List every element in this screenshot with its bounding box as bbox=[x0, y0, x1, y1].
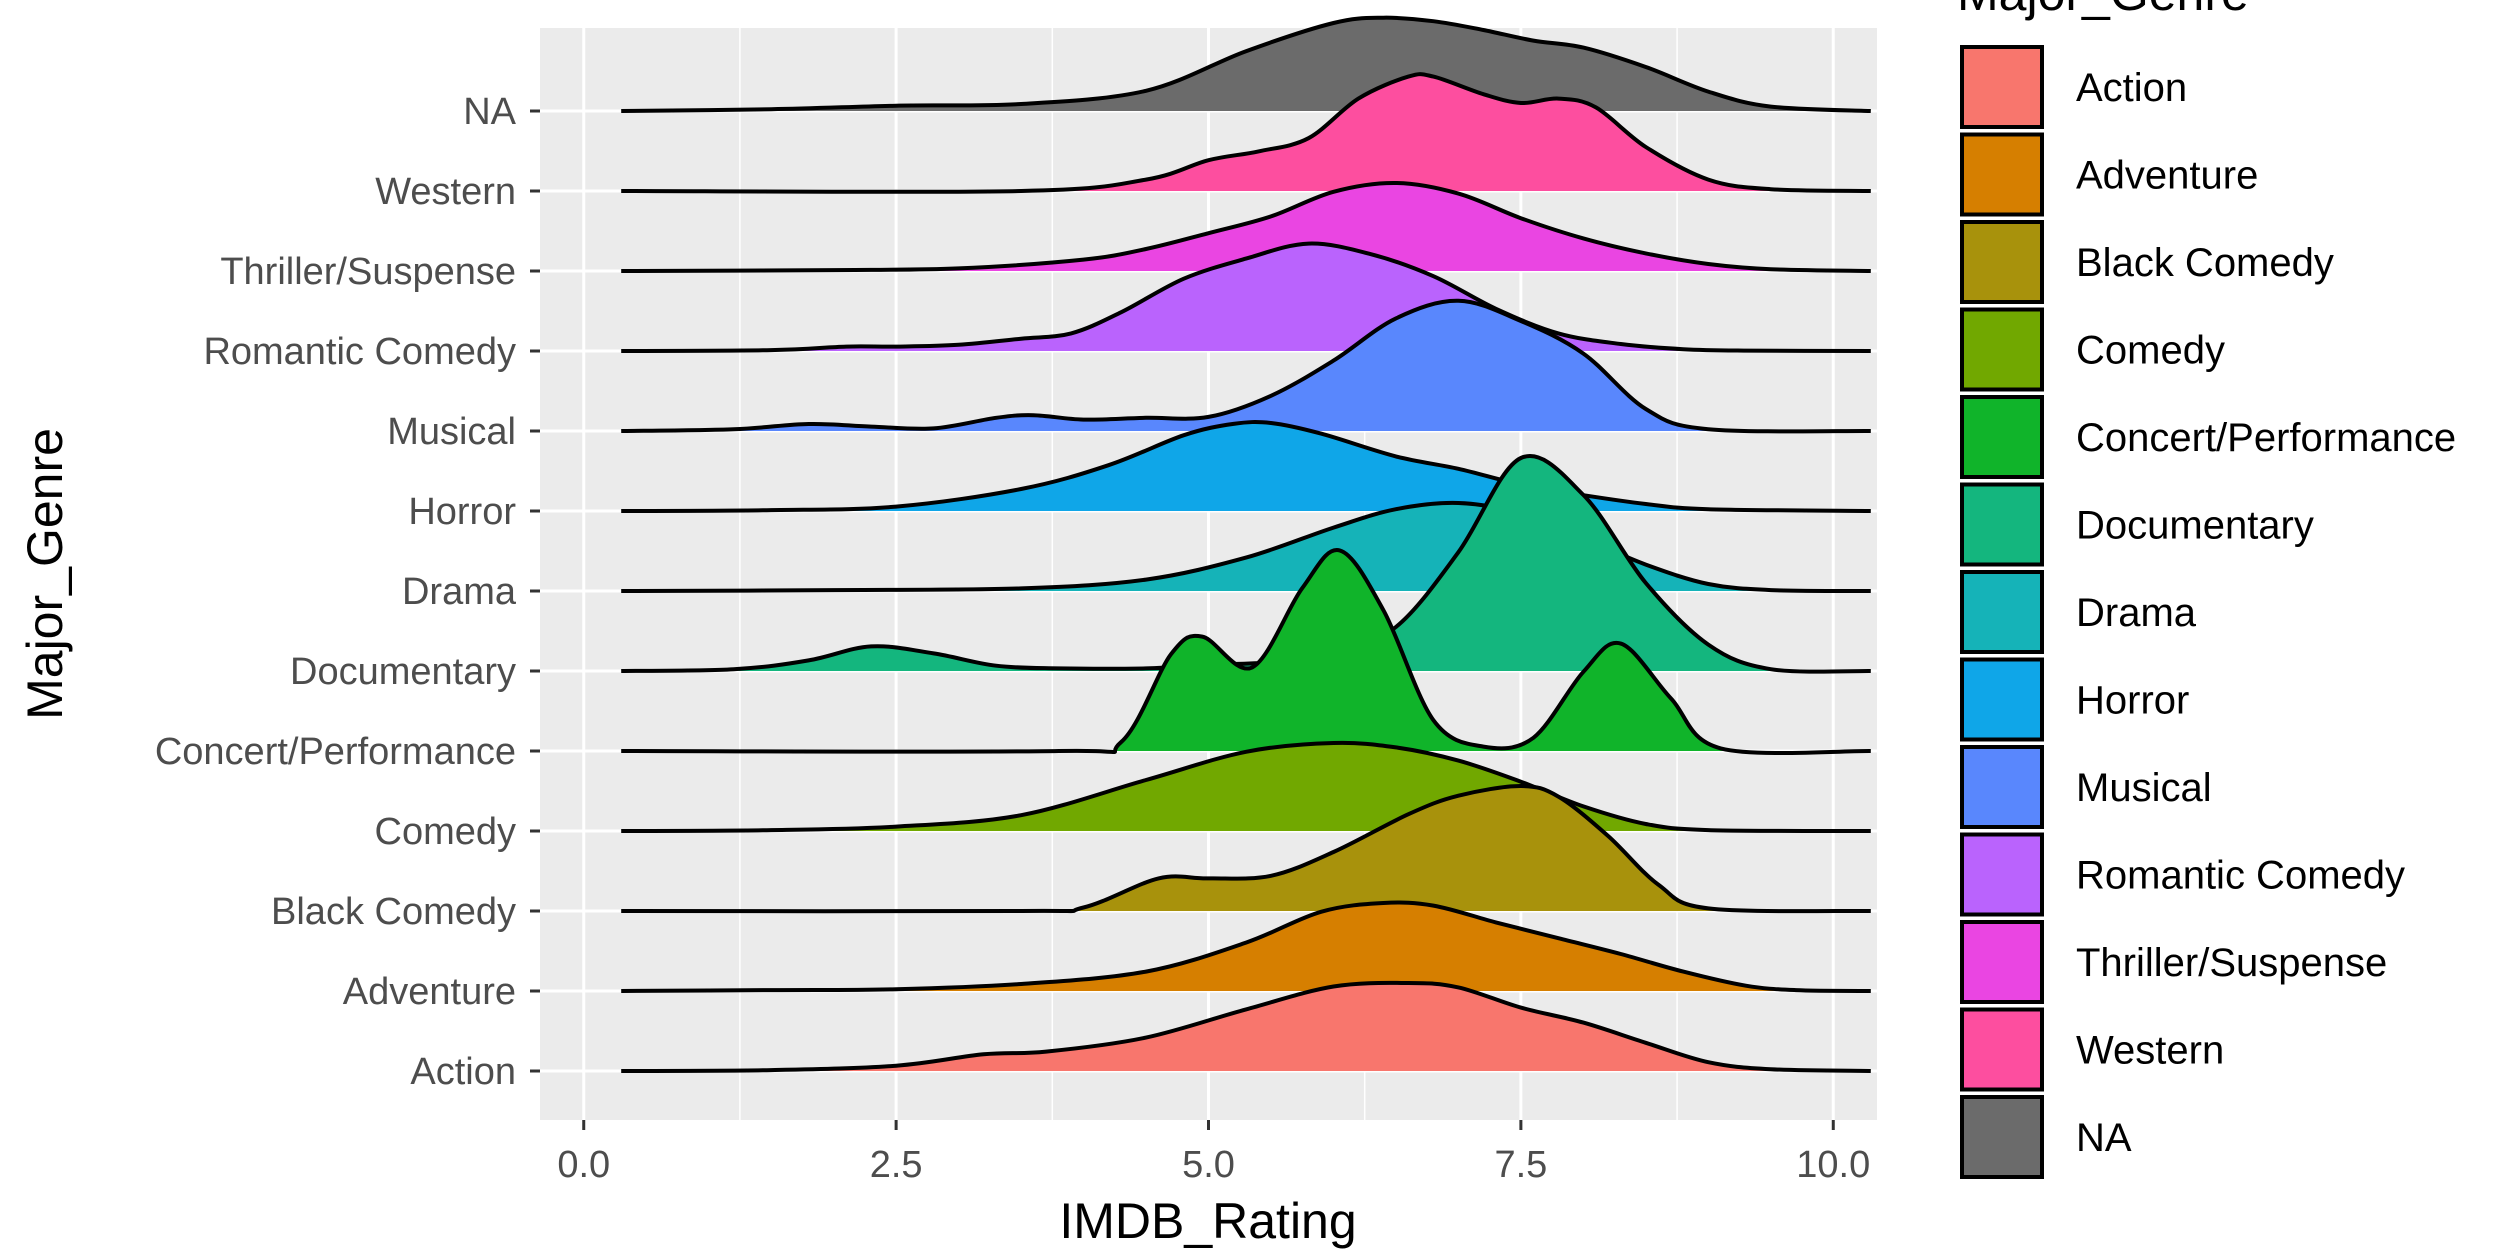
ridge-line-adventure bbox=[621, 900, 1871, 993]
legend-key-concert-performance bbox=[1960, 395, 2044, 479]
legend-key-musical bbox=[1960, 745, 2044, 829]
y-tick-label: Horror bbox=[408, 491, 516, 533]
ridge-fill-action bbox=[621, 982, 1871, 1071]
legend-label: Western bbox=[2076, 1029, 2224, 1073]
legend-key-action bbox=[1960, 45, 2044, 129]
ridge-fill-horror bbox=[621, 422, 1871, 511]
legend-label: Comedy bbox=[2076, 329, 2225, 373]
x-tick-label: 10.0 bbox=[1796, 1144, 1870, 1186]
legend-key-western bbox=[1960, 1007, 2044, 1092]
ridge-fill-western bbox=[621, 74, 1871, 192]
legend-label: Concert/Performance bbox=[2076, 416, 2456, 460]
x-tick-label: 7.5 bbox=[1494, 1144, 1547, 1186]
y-tick-label: Western bbox=[375, 171, 516, 213]
ridge-fill-romantic-comedy bbox=[621, 243, 1871, 351]
ridge-line-romantic-comedy bbox=[621, 241, 1871, 353]
ridge-fill-adventure bbox=[621, 902, 1871, 991]
ridge-line-concert-performance bbox=[621, 548, 1871, 755]
ridge-fill-documentary bbox=[621, 455, 1871, 672]
y-tick-label: Black Comedy bbox=[271, 891, 516, 933]
ridge-fill-concert-performance bbox=[621, 549, 1871, 754]
legend-key-drama bbox=[1960, 570, 2044, 654]
ridge-line-thriller-suspense bbox=[621, 180, 1871, 273]
ridge-line-western bbox=[621, 72, 1871, 194]
y-tick-label: Comedy bbox=[375, 811, 517, 853]
ridge-line-horror bbox=[621, 420, 1871, 513]
x-axis: 0.0 2.5 5.0 7.5 10.0 bbox=[557, 1120, 1870, 1186]
y-tick-label: Drama bbox=[402, 571, 517, 613]
legend-key-comedy bbox=[1960, 307, 2044, 392]
ridge-fill-na bbox=[621, 17, 1871, 111]
legend-key-na bbox=[1960, 1095, 2044, 1179]
ridge-line-action bbox=[621, 980, 1871, 1073]
ridge-fill-thriller-suspense bbox=[621, 182, 1871, 271]
ridge-fill-musical bbox=[621, 300, 1871, 432]
legend-key-adventure bbox=[1960, 132, 2044, 217]
y-tick-label: Adventure bbox=[343, 971, 516, 1013]
y-tick-label: NA bbox=[463, 91, 516, 133]
y-tick-label: Documentary bbox=[290, 651, 516, 693]
y-tick-label: Romantic Comedy bbox=[203, 331, 516, 373]
legend-key-documentary bbox=[1960, 482, 2044, 567]
legend-label: Documentary bbox=[2076, 504, 2314, 548]
legend-label: Musical bbox=[2076, 766, 2212, 810]
legend-label: Adventure bbox=[2076, 154, 2258, 198]
x-tick-label: 5.0 bbox=[1182, 1144, 1235, 1186]
legend-key-thriller-suspense bbox=[1960, 920, 2044, 1004]
ridge-line-na bbox=[621, 15, 1871, 113]
legend-label: Romantic Comedy bbox=[2076, 854, 2405, 898]
legend-label: Horror bbox=[2076, 679, 2189, 723]
legend-label: NA bbox=[2076, 1116, 2132, 1160]
legend-key-horror bbox=[1960, 657, 2044, 742]
ridge-line-black-comedy bbox=[621, 783, 1871, 914]
x-axis-title: IMDB_Rating bbox=[1059, 1193, 1356, 1249]
legend-label: Action bbox=[2076, 66, 2187, 110]
legend-label: Drama bbox=[2076, 591, 2197, 635]
ridge-fill-black-comedy bbox=[621, 785, 1871, 912]
legend-key-black-comedy bbox=[1960, 220, 2044, 304]
y-tick-label: Thriller/Suspense bbox=[220, 251, 516, 293]
x-tick-label: 2.5 bbox=[870, 1144, 923, 1186]
y-axis-title: Major_Genre bbox=[17, 428, 73, 720]
legend-label: Black Comedy bbox=[2076, 241, 2334, 285]
y-tick-label: Action bbox=[410, 1051, 516, 1093]
ridges bbox=[621, 15, 1871, 1073]
legend-label: Thriller/Suspense bbox=[2076, 941, 2387, 985]
ridge-line-drama bbox=[621, 500, 1871, 593]
ridge-line-musical bbox=[621, 298, 1871, 434]
legend-key-romantic-comedy bbox=[1960, 832, 2044, 917]
y-tick-label: Musical bbox=[387, 411, 516, 453]
legend-title: Major_Genre bbox=[1957, 0, 2249, 21]
y-axis: Action Adventure Black Comedy Comedy Concert… bbox=[155, 91, 540, 1093]
legend: Major_Genre Action Adventure Black Comedy C… bbox=[1957, 0, 2456, 1179]
y-tick-label: Concert/Performance bbox=[155, 731, 516, 773]
ridge-line-comedy bbox=[621, 740, 1871, 833]
x-tick-label: 0.0 bbox=[557, 1144, 610, 1186]
